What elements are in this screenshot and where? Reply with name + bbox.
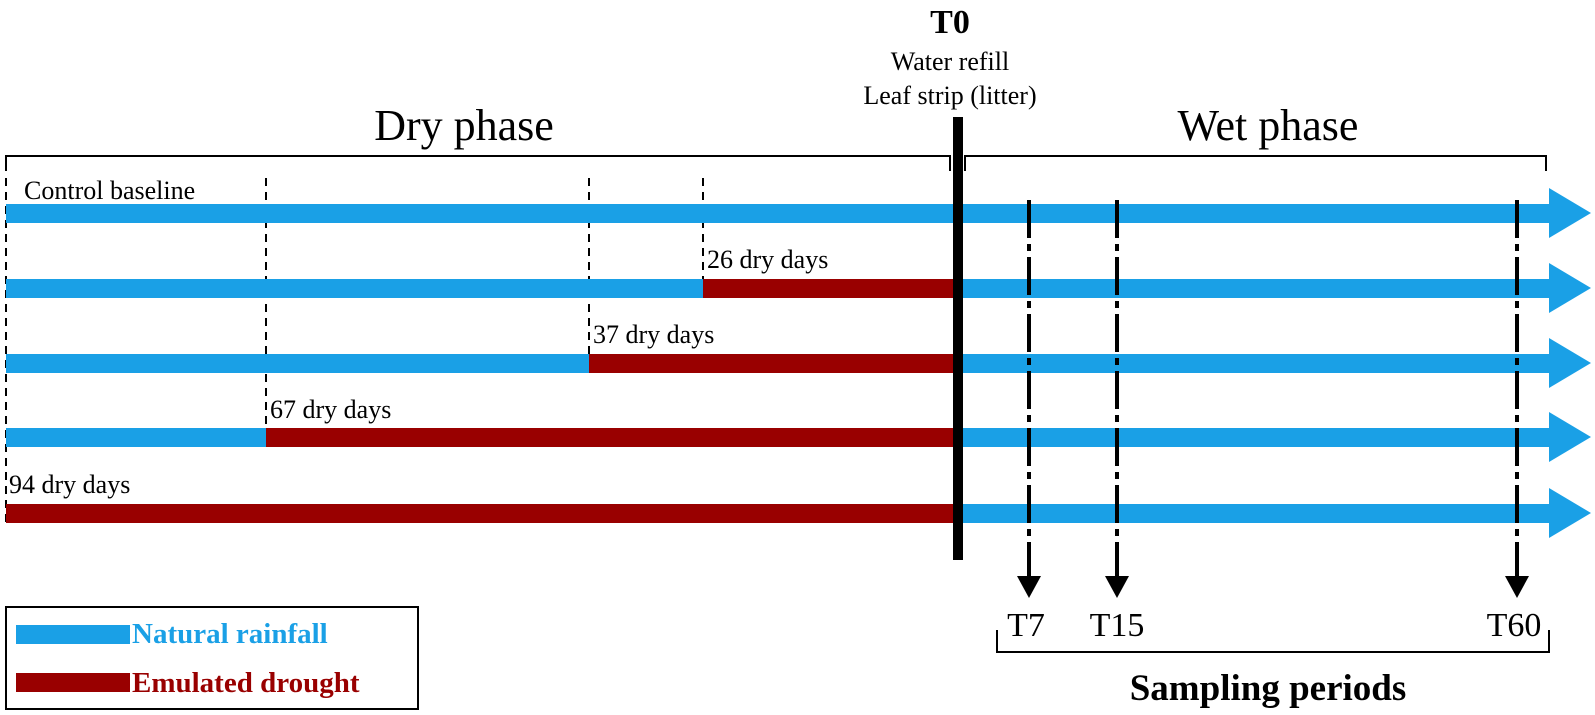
sampling-arrow-t60 [1505, 200, 1529, 598]
natural-rainfall-bar [6, 204, 1551, 223]
t0-title: T0 [930, 4, 970, 41]
timeline-row-67-days: 67 dry days [6, 395, 1591, 462]
natural-rainfall-bar [6, 279, 703, 298]
timeline-row-94-days: 94 dry days [6, 470, 1591, 538]
sampling-label-t60: T60 [1487, 607, 1542, 644]
natural-rainfall-bar [6, 428, 266, 447]
wet-phase-title: Wet phase [1178, 101, 1359, 150]
wet-phase-bar [953, 504, 1551, 523]
sampling-periods-title: Sampling periods [1130, 668, 1407, 709]
dry-phase-title: Dry phase [374, 101, 554, 150]
row-label-67-days: 67 dry days [270, 395, 391, 424]
arrow-head [1549, 338, 1591, 388]
natural-rainfall-bar [6, 354, 589, 373]
emulated-drought-bar [589, 354, 953, 373]
emulated-drought-bar [6, 504, 953, 523]
arrow-head [1549, 488, 1591, 538]
t0-marker-bar [953, 117, 963, 560]
emulated-drought-bar [703, 279, 953, 298]
timeline-row-26-days: 26 dry days [6, 245, 1591, 313]
legend-label-drought: Emulated drought [132, 667, 360, 699]
wet-phase-bar [953, 428, 1551, 447]
sampling-arrow-t15 [1105, 200, 1129, 598]
row-label-control: Control baseline [24, 176, 195, 205]
t0-line-water-refill: Water refill [891, 47, 1009, 76]
row-label-26-days: 26 dry days [707, 245, 828, 274]
t0-line-leaf-strip: Leaf strip (litter) [863, 81, 1036, 110]
row-label-37-days: 37 dry days [593, 320, 714, 349]
legend: Natural rainfall Emulated drought [5, 606, 419, 710]
timeline-row-37-days: 37 dry days [6, 320, 1591, 388]
timeline-row-control: Control baseline [6, 176, 1591, 238]
legend-swatch-drought [16, 673, 130, 692]
row-label-94-days: 94 dry days [9, 470, 130, 499]
arrow-head [1549, 412, 1591, 462]
arrow-head [1549, 188, 1591, 238]
wet-phase-bar [953, 354, 1551, 373]
wet-phase-bracket [964, 155, 1547, 171]
arrow-head [1549, 263, 1591, 313]
dry-phase-bracket [5, 155, 951, 171]
sampling-periods-bracket [996, 630, 1550, 653]
sampling-arrow-t7 [1017, 200, 1041, 598]
legend-swatch-natural [16, 625, 130, 644]
emulated-drought-bar [266, 428, 953, 447]
sampling-label-t15: T15 [1090, 607, 1145, 644]
sampling-label-t7: T7 [1007, 607, 1045, 644]
wet-phase-bar [953, 279, 1551, 298]
legend-label-natural: Natural rainfall [132, 618, 328, 650]
